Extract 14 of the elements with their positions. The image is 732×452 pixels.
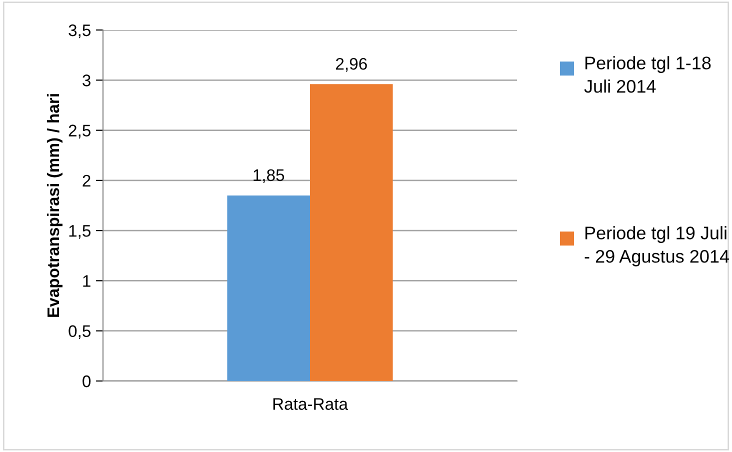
y-tick-label: 3: [82, 74, 90, 86]
legend-label: Periode tgl 19 Juli - 29 Agustus 2014: [584, 226, 730, 266]
text: 1,85: [254, 169, 284, 184]
y-tick-label: 0,5: [68, 325, 90, 340]
legend-label: Periode tgl 1-18 Juli 2014: [584, 56, 711, 93]
text: 2,96: [336, 58, 367, 72]
y-axis-title: Evapotranspirasi (mm) / hari: [46, 94, 62, 317]
y-tick-label: 0: [82, 375, 91, 388]
y-tick-label: 2,5: [68, 124, 90, 138]
y-tick-label: 2: [82, 174, 90, 186]
x-tick-label: Rata-Rata: [273, 398, 348, 410]
y-tick-label: 1: [83, 275, 90, 287]
y-tick-label: 1,5: [69, 225, 90, 239]
y-tick-label: 3,5: [68, 24, 90, 38]
